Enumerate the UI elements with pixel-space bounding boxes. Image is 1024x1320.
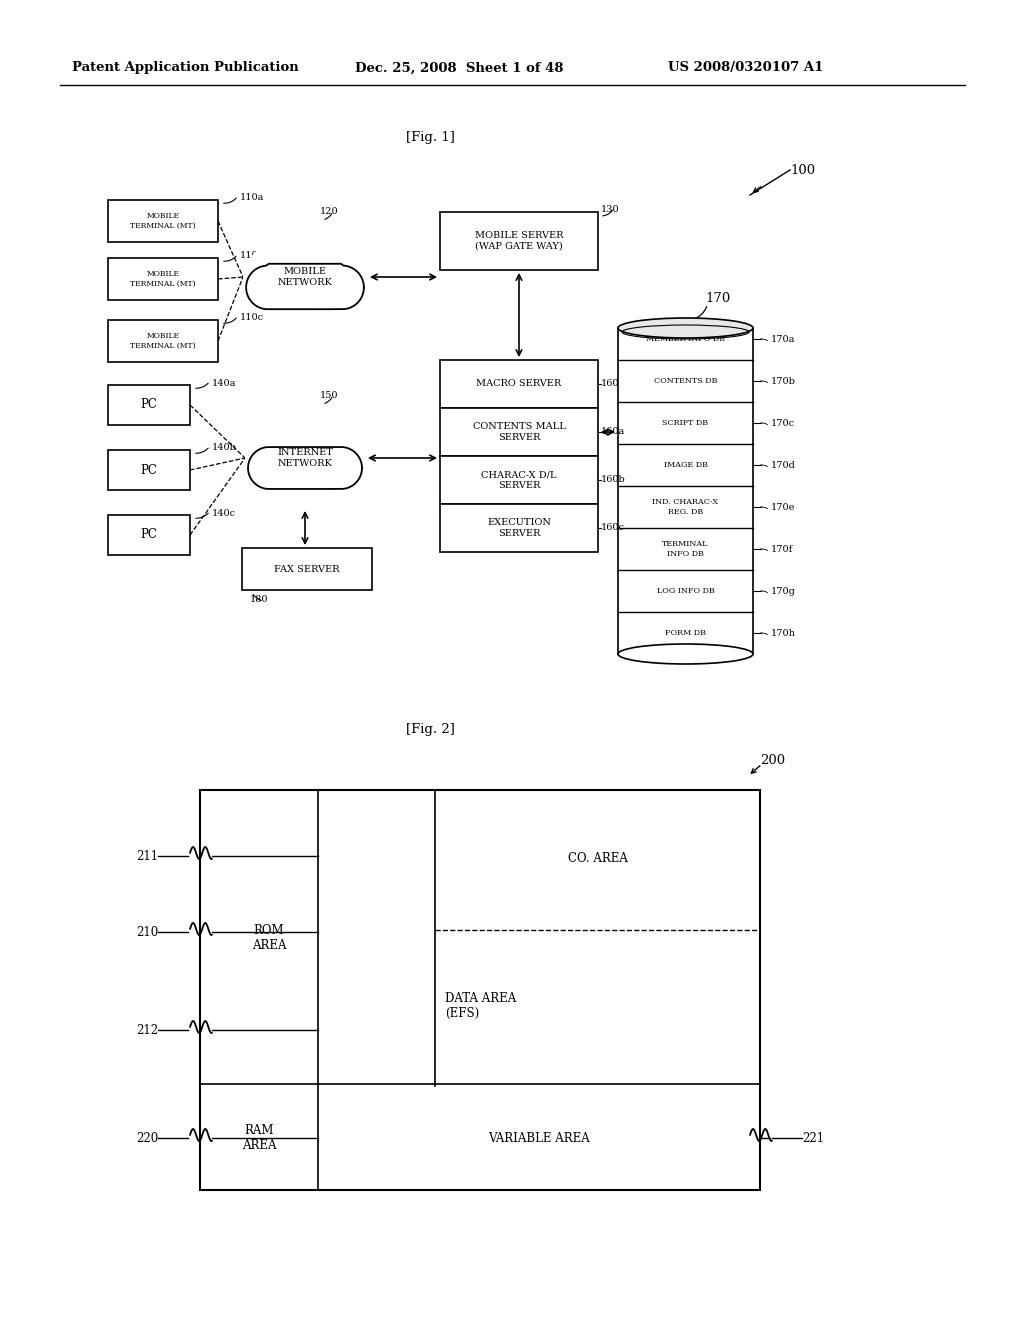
Text: EXECUTION
SERVER: EXECUTION SERVER — [487, 519, 551, 537]
Text: 211: 211 — [136, 850, 158, 862]
Text: VARIABLE AREA: VARIABLE AREA — [488, 1131, 590, 1144]
Text: 160: 160 — [601, 380, 620, 388]
Text: MOBILE
TERMINAL (MT): MOBILE TERMINAL (MT) — [130, 271, 196, 288]
Text: MOBILE
NETWORK: MOBILE NETWORK — [278, 267, 333, 286]
Bar — [242, 548, 372, 590]
Ellipse shape — [618, 318, 753, 338]
Bar — [108, 319, 218, 362]
Text: RAM
AREA: RAM AREA — [242, 1125, 276, 1152]
Text: Dec. 25, 2008  Sheet 1 of 48: Dec. 25, 2008 Sheet 1 of 48 — [355, 62, 563, 74]
Text: 200: 200 — [760, 754, 785, 767]
Text: CONTENTS MALL
SERVER: CONTENTS MALL SERVER — [472, 422, 565, 442]
Bar — [108, 515, 190, 554]
Text: 130: 130 — [601, 205, 620, 214]
Text: 110c: 110c — [240, 314, 264, 322]
Bar — [108, 385, 190, 425]
Text: 210: 210 — [136, 925, 158, 939]
Text: 170b: 170b — [771, 376, 796, 385]
Text: PC: PC — [140, 399, 158, 412]
Bar — [440, 213, 598, 271]
Text: 110b: 110b — [240, 252, 265, 260]
Bar — [108, 257, 218, 300]
Text: 160a: 160a — [601, 428, 626, 437]
Text: SCRIPT DB: SCRIPT DB — [663, 418, 709, 426]
Text: FAX SERVER: FAX SERVER — [274, 565, 340, 573]
Text: 220: 220 — [136, 1131, 158, 1144]
Text: CONTENTS DB: CONTENTS DB — [653, 378, 717, 385]
Text: 100: 100 — [790, 164, 815, 177]
Text: MOBILE SERVER
(WAP GATE WAY): MOBILE SERVER (WAP GATE WAY) — [475, 231, 563, 251]
Bar — [200, 789, 760, 1191]
Text: 120: 120 — [319, 207, 339, 216]
Text: CO. AREA: CO. AREA — [567, 851, 628, 865]
Bar — [440, 504, 598, 552]
Text: 140b: 140b — [212, 444, 237, 453]
Text: 180: 180 — [250, 595, 268, 605]
Text: 160b: 160b — [601, 475, 626, 484]
Text: MACRO SERVER: MACRO SERVER — [476, 380, 561, 388]
Bar — [108, 450, 190, 490]
Text: US 2008/0320107 A1: US 2008/0320107 A1 — [668, 62, 823, 74]
Text: 170f: 170f — [771, 544, 794, 553]
Text: INTERNET
NETWORK: INTERNET NETWORK — [278, 449, 333, 467]
Text: FORM DB: FORM DB — [665, 630, 706, 638]
Text: 140c: 140c — [212, 508, 237, 517]
Text: 170: 170 — [706, 292, 731, 305]
Text: ROM
AREA: ROM AREA — [252, 924, 287, 952]
Text: 110a: 110a — [240, 194, 264, 202]
Ellipse shape — [618, 644, 753, 664]
Text: 170a: 170a — [771, 334, 796, 343]
Ellipse shape — [245, 418, 365, 498]
Bar — [440, 408, 598, 455]
Bar — [440, 455, 598, 504]
Text: 170d: 170d — [771, 461, 796, 470]
Text: 221: 221 — [802, 1131, 824, 1144]
Text: 170h: 170h — [771, 628, 796, 638]
Text: [Fig. 2]: [Fig. 2] — [406, 723, 455, 737]
Text: MOBILE
TERMINAL (MT): MOBILE TERMINAL (MT) — [130, 333, 196, 350]
Text: 160c: 160c — [601, 524, 625, 532]
Bar — [108, 201, 218, 242]
Text: 170e: 170e — [771, 503, 796, 511]
Text: 170g: 170g — [771, 586, 796, 595]
Text: 212: 212 — [136, 1023, 158, 1036]
Bar — [440, 360, 598, 408]
Text: CHARAC-X D/L
SERVER: CHARAC-X D/L SERVER — [481, 470, 557, 490]
Text: TERMINAL
INFO DB: TERMINAL INFO DB — [663, 540, 709, 557]
Polygon shape — [248, 447, 362, 488]
Text: 150: 150 — [319, 392, 339, 400]
Polygon shape — [246, 264, 364, 309]
Text: [Fig. 1]: [Fig. 1] — [406, 132, 455, 144]
Text: IMAGE DB: IMAGE DB — [664, 461, 708, 469]
Text: MOBILE
TERMINAL (MT): MOBILE TERMINAL (MT) — [130, 213, 196, 230]
Text: DATA AREA
(EFS): DATA AREA (EFS) — [445, 993, 516, 1020]
Text: MEMBER INFO DB: MEMBER INFO DB — [646, 335, 725, 343]
Text: PC: PC — [140, 463, 158, 477]
Text: 170c: 170c — [771, 418, 795, 428]
Text: LOG INFO DB: LOG INFO DB — [656, 587, 715, 595]
Text: Patent Application Publication: Patent Application Publication — [72, 62, 299, 74]
Text: 140a: 140a — [212, 379, 237, 388]
Text: IND. CHARAC-X
REG. DB: IND. CHARAC-X REG. DB — [652, 499, 719, 516]
Text: PC: PC — [140, 528, 158, 541]
Ellipse shape — [243, 235, 367, 318]
